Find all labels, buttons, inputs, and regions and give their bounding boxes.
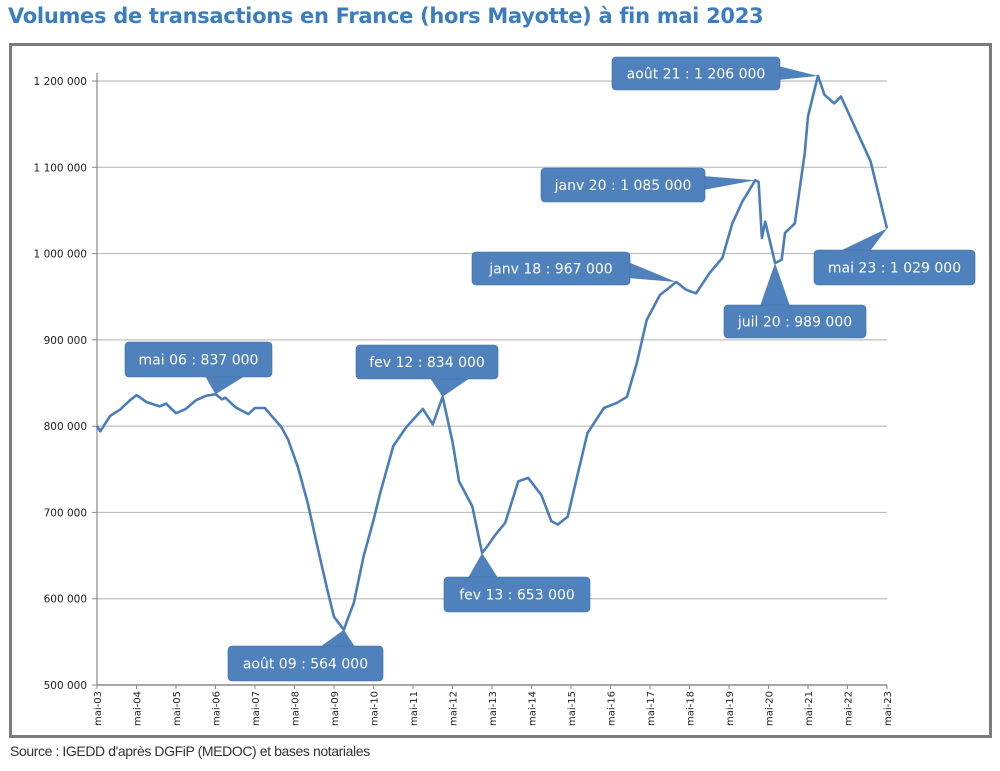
x-tick-label: mai-08 <box>291 691 302 726</box>
y-tick-label: 1 200 000 <box>34 76 87 88</box>
x-tick-label: mai-23 <box>883 691 894 726</box>
y-tick-label: 1 100 000 <box>34 162 87 174</box>
chart-frame <box>9 43 992 738</box>
y-tick-label: 1 000 000 <box>34 249 87 261</box>
x-tick-label: mai-10 <box>370 691 381 726</box>
annotation-callout: fev 12 : 834 000 <box>355 344 499 397</box>
callout-box <box>723 304 867 339</box>
annotation-callout: juil 20 : 989 000 <box>723 263 867 339</box>
callout-label: janv 18 : 967 000 <box>488 262 612 278</box>
x-tick-label: mai-11 <box>409 691 420 726</box>
y-tick-label: 900 000 <box>44 335 87 347</box>
callout-label: août 21 : 1 206 000 <box>627 67 766 83</box>
x-tick-label: mai-21 <box>804 691 815 726</box>
y-tick-label: 600 000 <box>44 594 87 606</box>
x-tick-label: mai-22 <box>844 691 855 726</box>
x-tick-label: mai-07 <box>251 691 262 726</box>
x-tick-label: mai-03 <box>93 691 104 726</box>
x-tick-label: mai-18 <box>686 691 697 726</box>
callout-pointer <box>628 262 677 283</box>
callout-label: fev 12 : 834 000 <box>369 355 485 371</box>
x-tick-label: mai-12 <box>449 691 460 726</box>
callout-pointer <box>840 228 887 251</box>
callout-label: juil 20 : 989 000 <box>737 315 852 331</box>
callout-box <box>124 341 273 378</box>
callout-box <box>355 344 499 380</box>
y-axis-ticks: 500 000 600 000 700 000 800 000 900 000 1 000… <box>34 76 97 692</box>
chart-title: Volumes de transactions en France (hors … <box>8 4 764 28</box>
callout-box <box>611 56 781 91</box>
callout-label: mai 06 : 837 000 <box>139 353 259 369</box>
x-tick-label: mai-05 <box>172 691 183 726</box>
gridlines <box>97 80 887 600</box>
x-tick-label: mai-15 <box>567 691 578 726</box>
y-tick-label: 800 000 <box>44 421 87 433</box>
callout-pointer <box>430 378 470 397</box>
annotation-callout: août 09 : 564 000 <box>227 629 384 682</box>
annotation-callout: janv 20 : 1 085 000 <box>540 167 756 203</box>
y-tick-label: 500 000 <box>44 680 87 692</box>
callout-box <box>813 249 976 286</box>
y-tick-label: 700 000 <box>44 507 87 519</box>
callout-box <box>443 576 591 613</box>
x-tick-label: mai-04 <box>133 691 144 726</box>
annotation-callout: mai 06 : 837 000 <box>124 341 273 395</box>
callout-pointer <box>468 552 498 578</box>
x-tick-label: mai-09 <box>330 691 341 726</box>
source-note: Source : IGEDD d'après DGFiP (MEDOC) et … <box>10 743 370 759</box>
x-tick-label: mai-13 <box>488 691 499 726</box>
callout-pointer <box>778 66 818 80</box>
x-tick-label: mai-20 <box>765 691 776 726</box>
callout-label: fev 13 : 653 000 <box>459 588 575 604</box>
callout-box <box>540 167 706 203</box>
callout-box <box>227 645 384 682</box>
callout-label: janv 20 : 1 085 000 <box>554 178 692 194</box>
x-tick-label: mai-14 <box>528 691 539 726</box>
annotation-callout: janv 18 : 967 000 <box>471 251 677 286</box>
callout-pointer <box>703 176 756 190</box>
callout-pointer <box>320 629 355 647</box>
series-line <box>95 74 889 632</box>
x-tick-label: mai-19 <box>725 691 736 726</box>
callout-pointer <box>205 376 245 395</box>
callout-label: mai 23 : 1 029 000 <box>828 261 961 277</box>
x-axis-ticks: mai-03 mai-04 mai-05 mai-06 mai-07 mai-08 mai-… <box>93 685 894 726</box>
callout-label: août 09 : 564 000 <box>243 657 368 673</box>
annotation-callout: mai 23 : 1 029 000 <box>813 228 976 286</box>
callout-box <box>471 251 631 286</box>
x-tick-label: mai-06 <box>212 691 223 726</box>
annotation-callout: fev 13 : 653 000 <box>443 552 591 613</box>
x-tick-label: mai-16 <box>607 691 618 726</box>
annotations: mai 06 : 837 000 août 09 : 564 000 fev 12 … <box>124 56 976 682</box>
callout-pointer <box>760 263 790 306</box>
series <box>95 74 889 632</box>
x-tick-label: mai-17 <box>646 691 657 726</box>
annotation-callout: août 21 : 1 206 000 <box>611 56 818 91</box>
